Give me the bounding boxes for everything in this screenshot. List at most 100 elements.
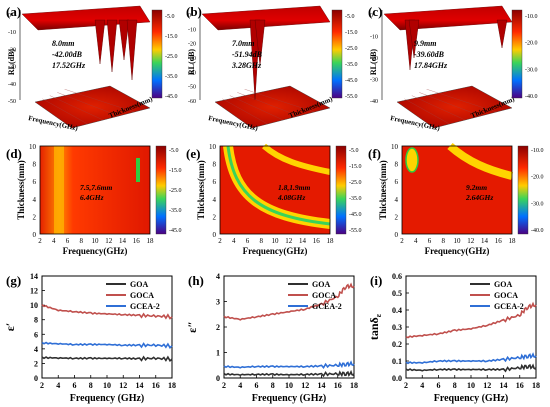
z-tick-label: -60 [188,99,196,105]
absorption-band [262,143,331,175]
panel-label: (c) [368,4,382,19]
rl-peak [254,19,266,67]
panel-label: (d) [6,146,22,161]
colorbar-tick: -25.0 [349,180,362,186]
x-tick-label: 12 [467,237,475,245]
x-tick-label: 2 [404,381,408,390]
x-tick-label: 8 [89,381,93,390]
x-tick-label: 4 [420,381,424,390]
floor-grid [411,95,466,121]
series-line-gcea-2 [41,341,173,349]
annotation-text: -39.60dB [414,50,445,59]
y-tick-label: 0.4 [392,306,402,315]
surface-top [21,5,151,31]
z-tick-label: -30 [370,78,378,84]
annotation-text: 6.4GHz [80,193,104,202]
colorbar-tick: -5.0 [345,14,355,20]
colorbar-tick: -10.0 [525,14,538,20]
colorbar-tick: -35.0 [169,208,182,214]
x-tick-label: 4 [238,381,242,390]
x-tick-label: 4 [414,237,418,245]
z-tick-label: -40 [188,70,196,76]
legend-label: GOCA [494,291,518,300]
y-tick-label: 12 [30,287,38,296]
series-line-goca [223,282,355,321]
z-tick-label: 0 [8,13,11,19]
floor-grid [426,89,497,113]
x-tick-label: 6 [428,237,432,245]
x-axis-label: Frequency (GHz) [70,393,145,404]
x-tick-label: 16 [313,237,321,245]
y-tick-label: 4 [33,196,37,204]
y-tick-label: 10 [209,143,217,151]
colorbar-tick: -20.0 [525,41,538,47]
x-tick-label: 2 [400,237,404,245]
x-tick-label: 18 [509,237,517,245]
colorbar-tick: -5.0 [169,148,179,154]
z-tick-label: 0 [370,13,373,19]
legend-label: GOCA [130,291,154,300]
y-tick-label: 10 [391,143,399,151]
colorbar-tick: -45.0 [169,228,182,234]
y-tick-label: 0.6 [392,272,402,281]
colorbar [517,145,529,235]
x-tick-label: 18 [350,381,358,390]
series-line-goca [405,301,537,339]
floor-grid [244,89,315,113]
y-tick-label: 0 [213,231,217,239]
z-tick-label: -10 [370,35,378,41]
panel-i: (i) 2 4 6 8 10 12 14 16 18 0.0 0.1 0.2 0.3 0.4 0.5 0.6 Fr… [367,272,540,404]
absorption-band [447,142,513,180]
panel-label: (g) [6,273,21,288]
series-line-gcea-2 [405,352,537,365]
y-tick-label: 8 [33,161,37,169]
colorbar [335,145,347,235]
x-tick-label: 18 [327,237,335,245]
panel-label: (e) [186,146,200,161]
floor-grid [64,89,135,113]
legend-label: GOA [494,280,512,289]
y-axis-label: tanδε [367,313,383,340]
z-tick-label: -40 [8,82,16,88]
colorbar-tick: -15.0 [165,34,178,40]
annotation-text: 7.0mm [232,39,254,48]
x-axis-label: Frequency(GHz) [425,246,490,256]
y-tick-label: 0 [33,231,37,239]
plot-frame [223,275,355,379]
annotation-text: 9.2mm [466,183,487,192]
series-line-goa [41,355,173,363]
y-tick-label: 2 [395,213,399,221]
panel-c: (c)0 -10 -20 -30 -40 RL(dB) 9.9mm -39.60dB 17.84… [368,4,538,133]
colorbar-tick: -45.0 [345,78,358,84]
y-tick-label: 4 [395,196,399,204]
floor-grid [42,98,88,125]
x-tick-label: 14 [299,237,307,245]
x-axis-label: Frequency(GHz) [63,246,128,256]
x-tick-label: 8 [260,237,264,245]
y-tick-label: 0.2 [392,340,402,349]
colorbar-tick: -55.0 [345,94,358,100]
y-tick-label: 0 [395,231,399,239]
legend-label: GOA [312,280,330,289]
annotation-text: 1.8,1.9mm [278,183,310,192]
x-tick-label: 4 [56,381,60,390]
colorbar-tick: -30.0 [531,201,544,207]
y-tick-label: 14 [30,272,38,281]
annotation-text: 2.64GHz [465,193,493,202]
surface-top [383,5,513,31]
absorption-band [405,147,419,173]
y-tick-label: 2 [33,213,37,221]
colorbar [511,9,523,99]
z-tick-label: -10 [8,30,16,36]
x-tick-label: 10 [92,237,100,245]
annotation-text: -51.94dB [232,50,263,59]
legend-label: GCEA-2 [494,302,524,311]
z-tick-label: -50 [8,99,16,105]
panel-label: (b) [186,4,202,19]
colorbar-tick: -55.0 [349,228,362,234]
floor-projection [396,85,513,129]
z-axis-label: RL(dB) [7,49,16,76]
colorbar-tick: -20.0 [531,175,544,181]
rl-peak [94,19,106,65]
